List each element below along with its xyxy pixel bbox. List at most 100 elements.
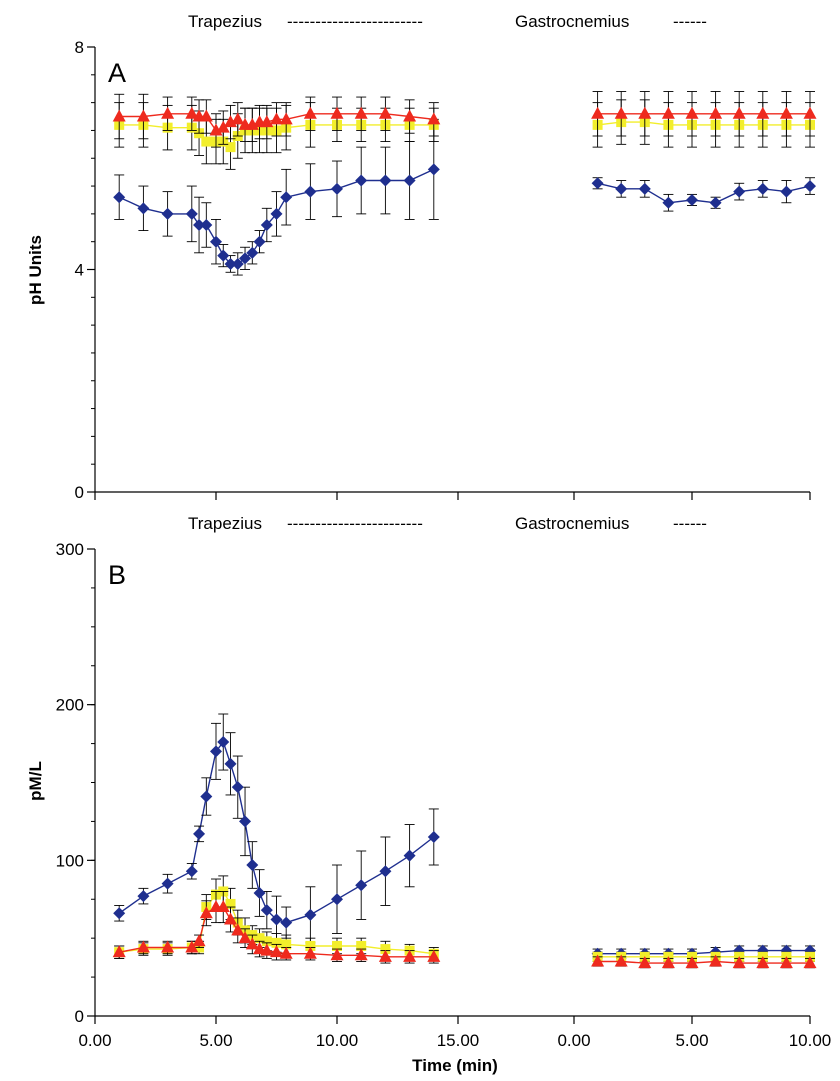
panel-a-trapezius-blue-point <box>239 252 252 265</box>
panel-a-trapezius-red-point <box>378 106 392 119</box>
panel-a-gastrocnemius-yellow-line <box>597 121 810 126</box>
panel-a-trapezius-red-point <box>279 112 293 125</box>
panel-a-trapezius-red-point <box>354 106 368 119</box>
panel-a-trapezius-blue-point <box>161 207 174 220</box>
panel-b-trapezius-blue-point <box>217 736 230 749</box>
panel-a-trapezius-blue-point <box>217 249 230 262</box>
panel-a-gastrocnemius-blue-point <box>686 193 698 206</box>
panel-b-trapezius-yellow-point <box>261 936 272 947</box>
panel-b-trapezius-blue-point <box>403 849 416 862</box>
panel-b-legend-gastrocnemius: Gastrocnemius <box>515 514 629 533</box>
panel-a-trapezius-red-point <box>270 112 283 125</box>
panel-a-gastrocnemius-blue-point <box>780 185 793 198</box>
panel-a-trapezius-blue-point <box>260 219 273 231</box>
panel-b-y-tick-label: 200 <box>56 696 84 715</box>
panel-b-trapezius-yellow-point <box>356 940 367 951</box>
panel-b-trapezius-red-point <box>136 940 150 953</box>
panel-b-gastrocnemius-blue-line <box>597 949 810 955</box>
panel-b-trapezius-blue-point <box>137 890 150 903</box>
panel-a-trapezius-red-point <box>216 120 230 133</box>
panel-a-gastrocnemius-red-point <box>614 106 628 119</box>
panel-a-trapezius-blue-point <box>379 174 392 187</box>
panel-a-legend-trapezius: Trapezius <box>188 12 262 31</box>
panel-a-trapezius-blue-point <box>185 207 198 220</box>
panel-b-trapezius-blue-point <box>379 865 392 878</box>
panel-a-gastrocnemius-red-point <box>591 106 605 119</box>
panel-b-gastrocnemius-red-point <box>685 956 699 969</box>
panel-b-trapezius-blue-point <box>427 830 440 843</box>
panel-a-trapezius-blue-point <box>253 235 266 248</box>
panel-a-trapezius-blue-point <box>210 235 222 248</box>
panel-a-y-axis-title: pH Units <box>26 235 45 305</box>
panel-b-trapezius-red-point <box>354 948 368 961</box>
panel-b-y-tick-label: 0 <box>75 1007 84 1026</box>
panel-a-trapezius-blue-line <box>118 168 435 265</box>
panel-a-gastrocnemius-red-point <box>756 106 770 119</box>
panel-b-trapezius-yellow-point <box>305 940 316 951</box>
panel-b-trapezius-red-point <box>260 943 274 956</box>
panel-b-trapezius-red-point <box>199 906 213 919</box>
panel-b-trapezius-yellow-point <box>225 898 236 909</box>
panel-a-trapezius-blue-point <box>304 185 317 198</box>
x-tick-label: 0.00 <box>78 1031 111 1050</box>
panel-b-trapezius-red-point <box>303 946 317 959</box>
panel-b-trapezius-blue-point <box>161 877 174 890</box>
panel-b-trapezius-red-point <box>216 900 230 913</box>
x-tick-label: 0.00 <box>557 1031 590 1050</box>
panel-b-gastrocnemius-red-point <box>709 954 723 967</box>
panel-a-trapezius-red-point <box>185 106 199 119</box>
x-axis-title: Time (min) <box>412 1056 498 1075</box>
x-tick-label: 10.00 <box>316 1031 359 1050</box>
panel-a-y-tick-label: 8 <box>75 38 84 57</box>
panel-b-trapezius-red-point <box>403 949 417 962</box>
panel-a-trapezius-blue-point <box>200 219 213 231</box>
panel-b-trapezius-blue-line <box>118 740 435 924</box>
panel-a-legend-gastrocnemius: Gastrocnemius <box>515 12 629 31</box>
panel-b-trapezius-yellow-point <box>271 937 282 948</box>
panel-a-gastrocnemius-blue-line <box>597 182 811 204</box>
panel-b-trapezius-yellow-point <box>281 939 292 950</box>
panel-b-trapezius-blue-point <box>224 757 237 770</box>
panel-a-trapezius-blue-point <box>246 246 259 259</box>
panel-a-trapezius-red-point <box>136 109 150 122</box>
panel-b-trapezius-blue-point <box>185 865 198 878</box>
panel-a-trapezius-red-point <box>260 115 274 128</box>
panel-a-trapezius-blue-point <box>427 163 440 176</box>
panel-a-trapezius-blue-point <box>355 174 368 187</box>
panel-b-legend-trapezius-dash: ------------------------ <box>287 514 423 533</box>
panel-a-trapezius-blue-point <box>270 207 283 220</box>
panel-a-trapezius-red-point <box>330 106 344 119</box>
panel-b-trapezius-red-point <box>161 940 175 953</box>
panel-a-y-tick-label: 4 <box>75 261 84 280</box>
panel-a-trapezius-blue-point <box>113 191 126 204</box>
panel-b-y-axis-title: pM/L <box>26 761 45 801</box>
panel-b-trapezius-blue-point <box>355 879 368 892</box>
panel-b-trapezius-red-point <box>270 945 283 958</box>
panel-a-gastrocnemius-blue-point <box>662 196 675 209</box>
plot-layer: 0 4 8 0 100 200 300 0.00 5.00 10.00 15.00 0.00 5.00 1… <box>56 38 832 1050</box>
panel-a-gastrocnemius-blue-point <box>756 182 769 195</box>
panel-b-gastrocnemius-red-point <box>732 956 746 969</box>
panel-b-gastrocnemius-red-point <box>591 954 605 967</box>
x-tick-label: 5.00 <box>675 1031 708 1050</box>
x-tick-label: 10.00 <box>789 1031 832 1050</box>
panel-a-gastrocnemius-blue-point <box>591 177 604 190</box>
panel-a-gastrocnemius-blue-point <box>615 182 628 195</box>
panel-a-trapezius-red-point <box>427 112 441 125</box>
panel-a-gastrocnemius-blue-point <box>638 182 651 195</box>
panel-b-gastrocnemius-red-point <box>638 956 652 969</box>
panel-b-trapezius-blue-point <box>200 790 213 803</box>
panel-a-trapezius-red-point <box>112 109 126 122</box>
panel-a-trapezius-blue-point <box>193 219 206 231</box>
panel-a-y-tick-label: 0 <box>75 483 84 502</box>
panel-a-gastrocnemius-red-point <box>638 106 652 119</box>
panel-b-trapezius-red-point <box>238 931 252 944</box>
panel-a-legend-gastrocnemius-dash: ------ <box>673 12 707 31</box>
panel-b-gastrocnemius-red-point <box>803 956 817 969</box>
panel-a-trapezius-red-point <box>231 112 245 125</box>
panel-b-letter: B <box>108 560 126 590</box>
panel-a-trapezius-blue-point <box>403 174 416 187</box>
panel-a-gastrocnemius-red-point <box>732 106 746 119</box>
panel-b-gastrocnemius-red-point <box>779 956 793 969</box>
